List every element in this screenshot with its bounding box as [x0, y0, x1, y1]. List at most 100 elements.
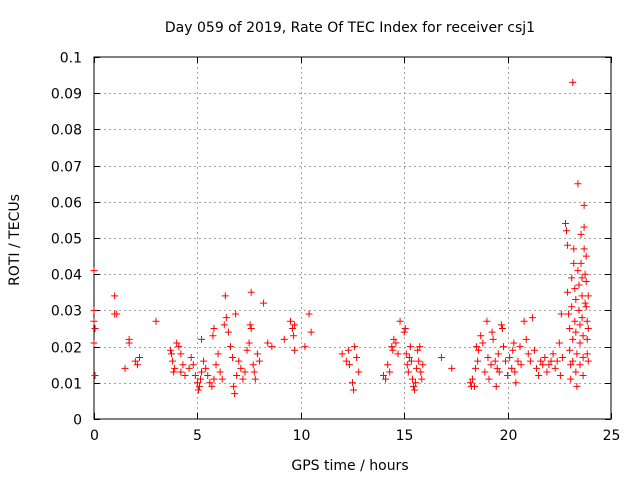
data-point: [512, 379, 520, 387]
data-point: [388, 343, 396, 351]
data-point: [504, 372, 512, 380]
data-point: [563, 227, 571, 235]
data-point: [301, 343, 309, 351]
data-point: [382, 375, 390, 383]
data-point: [307, 328, 315, 336]
data-point: [578, 314, 586, 322]
data-point: [543, 368, 551, 376]
data-point: [152, 317, 160, 325]
y-tick-label: 0: [73, 413, 82, 429]
data-point: [350, 386, 358, 394]
data-point: [133, 361, 141, 369]
data-point: [386, 368, 394, 376]
data-point: [235, 357, 243, 365]
data-point: [575, 281, 583, 289]
data-point: [516, 343, 524, 351]
data-point: [229, 353, 237, 361]
data-point: [91, 325, 99, 332]
data-point: [572, 296, 580, 304]
data-point: [212, 361, 220, 369]
data-point: [483, 317, 491, 325]
data-point: [200, 357, 208, 365]
data-point: [342, 357, 350, 365]
data-point: [571, 317, 579, 325]
data-point: [239, 375, 247, 383]
data-point: [121, 364, 129, 372]
data-point: [396, 317, 404, 325]
y-tick-label: 0.03: [51, 304, 82, 320]
data-point: [417, 368, 425, 376]
data-point: [573, 382, 581, 390]
data-point: [202, 364, 210, 372]
data-point: [485, 375, 493, 383]
data-point: [545, 361, 553, 369]
data-point: [403, 361, 411, 369]
data-point: [479, 339, 487, 347]
data-point: [569, 78, 577, 86]
data-point: [517, 361, 525, 369]
data-point: [181, 372, 189, 380]
data-point: [578, 274, 586, 282]
data-point: [268, 343, 276, 351]
data-point: [414, 346, 422, 354]
data-point: [289, 325, 297, 332]
data-point: [125, 339, 133, 347]
data-point: [568, 303, 576, 311]
data-point: [384, 361, 392, 369]
data-point: [131, 357, 139, 365]
data-point: [191, 372, 199, 380]
x-tick-label: 15: [396, 428, 414, 444]
data-point: [533, 364, 541, 372]
data-point: [291, 346, 299, 354]
data-point: [210, 375, 218, 383]
data-point: [541, 353, 549, 361]
data-point: [528, 314, 536, 322]
data-point: [576, 339, 584, 347]
data-point: [255, 357, 263, 365]
data-point: [198, 335, 206, 343]
data-point: [405, 353, 413, 361]
data-point: [193, 379, 201, 387]
data-point: [511, 368, 519, 376]
y-tick-label: 0.08: [51, 123, 82, 139]
data-point: [189, 361, 197, 369]
data-point: [400, 328, 408, 336]
data-point: [390, 335, 398, 343]
data-point: [168, 350, 176, 358]
data-point: [487, 361, 495, 369]
data-point: [579, 372, 587, 380]
data-point: [448, 364, 456, 372]
y-tick-label: 0.06: [51, 196, 82, 212]
data-point: [577, 230, 585, 238]
data-point: [404, 368, 412, 376]
data-point: [241, 368, 249, 376]
data-point: [247, 325, 255, 332]
data-point: [249, 361, 257, 369]
data-point: [474, 357, 482, 365]
data-point: [514, 357, 522, 365]
data-point: [535, 372, 543, 380]
data-point: [580, 201, 588, 209]
data-point: [216, 368, 224, 376]
data-point: [526, 357, 534, 365]
y-axis: 0 0.01 0.02 0.03 0.04 0.05 0.06 0.07 0.08 0.09 0.1: [51, 51, 611, 429]
data-point: [494, 350, 502, 358]
y-tick-label: 0.04: [51, 268, 82, 284]
data-point: [574, 267, 582, 275]
data-point: [210, 325, 218, 332]
data-point: [208, 382, 216, 390]
data-point: [91, 372, 99, 380]
data-point: [195, 382, 203, 390]
data-point: [574, 180, 582, 188]
data-point: [584, 357, 592, 365]
data-point: [580, 245, 588, 253]
data-point: [547, 357, 555, 365]
data-point: [581, 270, 589, 278]
data-point: [508, 364, 516, 372]
y-tick-label: 0.09: [51, 87, 82, 103]
data-point: [578, 292, 586, 300]
data-point: [416, 343, 424, 351]
data-point: [407, 357, 415, 365]
y-tick-label: 0.01: [51, 377, 82, 393]
